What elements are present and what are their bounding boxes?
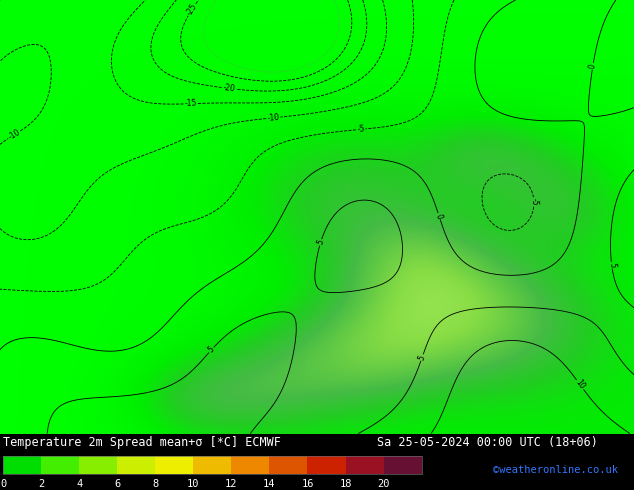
Text: 16: 16 — [301, 479, 314, 489]
Text: 18: 18 — [339, 479, 352, 489]
Bar — [269, 456, 307, 474]
Bar — [41, 456, 79, 474]
Bar — [384, 456, 422, 474]
Text: 5: 5 — [206, 345, 216, 355]
Text: 8: 8 — [152, 479, 158, 489]
Text: 12: 12 — [225, 479, 238, 489]
Text: 10: 10 — [187, 479, 200, 489]
Bar — [155, 456, 193, 474]
Text: Sa 25-05-2024 00:00 UTC (18+06): Sa 25-05-2024 00:00 UTC (18+06) — [377, 436, 598, 449]
Text: 0: 0 — [434, 213, 444, 220]
Bar — [231, 456, 269, 474]
Text: -5: -5 — [529, 198, 538, 206]
Text: -5: -5 — [356, 124, 365, 134]
Bar — [193, 456, 231, 474]
Text: 0: 0 — [0, 479, 6, 489]
Text: 5: 5 — [316, 239, 326, 246]
Bar — [307, 456, 346, 474]
Text: 10: 10 — [574, 378, 586, 392]
Text: 2: 2 — [38, 479, 44, 489]
Bar — [3, 456, 41, 474]
Bar — [79, 456, 117, 474]
Text: -25: -25 — [184, 2, 199, 18]
Bar — [3, 456, 422, 474]
Text: -10: -10 — [7, 127, 22, 142]
Text: 6: 6 — [114, 479, 120, 489]
Text: 5: 5 — [417, 354, 427, 362]
Text: 0: 0 — [588, 63, 598, 70]
Text: 20: 20 — [377, 479, 390, 489]
Text: -15: -15 — [184, 99, 197, 108]
Bar — [117, 456, 155, 474]
Text: 4: 4 — [76, 479, 82, 489]
Text: ©weatheronline.co.uk: ©weatheronline.co.uk — [493, 466, 618, 475]
Text: -20: -20 — [222, 83, 235, 94]
Text: 14: 14 — [263, 479, 276, 489]
Text: -10: -10 — [267, 113, 280, 123]
Text: 5: 5 — [607, 262, 616, 268]
Bar — [346, 456, 384, 474]
Text: Temperature 2m Spread mean+σ [*C] ECMWF: Temperature 2m Spread mean+σ [*C] ECMWF — [3, 436, 281, 449]
